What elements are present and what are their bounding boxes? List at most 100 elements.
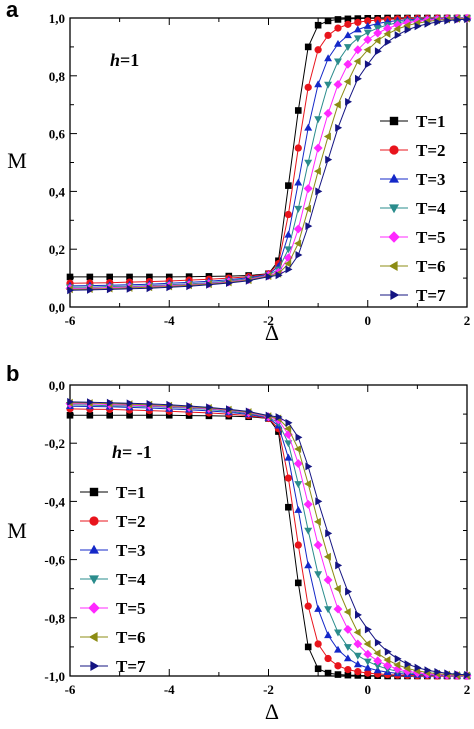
data-point [206,403,214,412]
data-point [393,25,401,33]
data-point [294,205,303,213]
data-point [334,629,342,637]
data-point [363,22,372,29]
legend-marker [90,661,100,671]
y-tick-label: 0,0 [49,300,65,315]
data-point [444,669,452,678]
x-axis-title: Δ [265,699,279,724]
data-point [384,647,392,656]
x-axis-title: Δ [265,320,279,345]
data-point [314,21,322,29]
data-point [285,265,293,274]
data-point [334,671,342,678]
data-point [304,643,312,651]
legend-label: T=2 [116,512,146,531]
legend-label: T=5 [116,599,146,618]
data-point [353,652,362,660]
data-point [106,285,114,294]
data-point [373,663,382,670]
y-tick-label: 0,2 [49,242,65,257]
data-point [303,184,313,193]
data-point [86,411,94,419]
legend-label: T=3 [116,541,146,560]
data-point [345,587,352,596]
legend: T=1 T=2 T=3 T=4 T=5 T=6 T=7 [80,483,146,676]
data-point [424,666,432,675]
x-tick-label: 2 [464,313,471,328]
series-T=7 [67,15,472,295]
data-point [343,77,351,86]
data-point [295,251,303,259]
data-point [126,284,134,293]
x-tick-label: -6 [65,313,76,328]
data-point [434,668,442,676]
data-point [324,669,332,677]
data-point [314,116,323,124]
data-point [245,276,253,285]
data-point [353,660,362,668]
data-point [403,664,411,673]
data-point [364,625,372,634]
data-point [293,459,303,468]
data-point [313,540,323,550]
data-point [414,22,422,31]
data-point [344,671,352,679]
legend-marker [389,204,399,214]
data-point [394,31,402,39]
legend-label: T=7 [416,286,446,305]
data-point [333,80,343,89]
legend-marker [390,290,400,300]
legend-label: T=4 [416,199,446,218]
y-tick-label: 0,6 [49,127,66,142]
data-point [394,654,402,663]
legend-label: T=1 [116,483,146,502]
data-point [373,28,383,38]
x-tick-label: -4 [164,682,175,697]
legend: T=1 T=2 T=3 T=4 T=5 T=6 T=7 [380,112,446,305]
data-point [345,97,352,106]
y-tick-label: -0,6 [44,553,65,568]
data-point [373,19,382,27]
field-annotation: h= -1 [112,442,152,462]
data-point [294,107,302,114]
data-point [126,273,133,281]
data-point [275,413,283,421]
data-point [344,20,352,28]
data-point [86,273,94,281]
data-point [304,480,311,488]
x-tick-label: -2 [263,313,274,328]
data-point [67,286,75,295]
data-point [354,672,362,679]
data-point [363,663,372,671]
x-tick-label: 0 [365,682,372,697]
legend-label: T=5 [416,228,446,247]
y-tick-label: -0,8 [44,611,65,626]
data-point [284,259,292,268]
data-point [66,273,74,281]
data-point [333,604,343,614]
y-tick-label: -0,4 [44,494,65,509]
data-point [354,668,362,676]
data-point [353,25,362,33]
data-point [403,21,411,30]
data-point [454,670,462,679]
legend-marker [89,544,99,554]
data-point [383,661,393,670]
data-point [335,123,343,132]
data-point [364,60,372,69]
data-point [334,39,342,47]
field-annotation: h=1 [110,50,139,70]
data-point [186,402,194,410]
legend-marker [89,516,99,526]
data-point [393,20,402,30]
data-point [87,398,94,407]
data-point [284,424,292,433]
data-point [304,159,313,167]
y-tick-label: -1,0 [44,669,65,684]
data-point [284,210,292,219]
x-tick-label: -4 [164,313,175,328]
y-tick-label: 1,0 [49,11,65,26]
data-point [353,628,361,637]
data-point [303,499,313,509]
